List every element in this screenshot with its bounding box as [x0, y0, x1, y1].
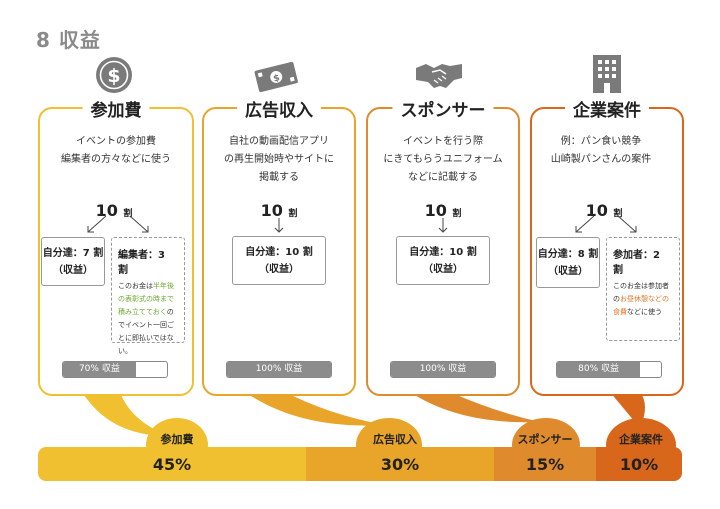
card-description: イベントの参加費 編集者の方々などに使う: [61, 136, 171, 165]
dollar-coin-icon: $: [94, 55, 134, 95]
svg-text:$: $: [107, 65, 120, 87]
summary-segment-sponsor: 15%: [494, 447, 596, 481]
participant-share-box: 参加者：2 割 このお金は参加者のお昼休憩などの食費などに使う: [606, 237, 680, 341]
self-share-box: 自分達：10 割（収益）: [232, 236, 326, 285]
summary-segment-ads: 30%: [306, 447, 494, 481]
money-bill-icon: $: [252, 58, 300, 94]
card-description: イベントを行う際 にきてもらうユニフォーム などに記載する: [383, 136, 503, 183]
tail-ads: [245, 392, 385, 426]
progress-fill: 100% 収益: [227, 362, 331, 377]
building-icon: [590, 53, 624, 93]
split-arrows: [87, 215, 149, 233]
card-description: 例：パン食い競争 山崎製パンさんの案件: [550, 136, 652, 165]
ten-parts-label: 10 割: [95, 201, 133, 220]
summary-label: 企業案件: [619, 433, 663, 446]
summary-label: 広告収入: [373, 433, 417, 446]
card-description: 自社の動画配信アプリ の再生開始時やサイトに 掲載する: [224, 136, 334, 183]
card-title: 企業案件: [565, 96, 649, 121]
card-title: 広告収入: [237, 96, 321, 121]
ten-parts-label: 10 割: [260, 201, 298, 220]
ten-parts-label: 10 割: [585, 201, 623, 220]
tail-sponsor: [410, 392, 540, 423]
down-arrow: [274, 218, 284, 233]
summary-segment-participation: 45%: [38, 447, 306, 481]
down-arrow: [438, 218, 448, 233]
card-title: スポンサー: [392, 96, 494, 121]
summary-segment-corporate: 10%: [596, 447, 682, 481]
self-share-box: 自分達：7 割（収益）: [41, 237, 105, 286]
progress-fill: 80% 収益: [557, 362, 641, 377]
card-ads: [202, 107, 356, 396]
revenue-progress-bar: 100% 収益: [390, 361, 496, 378]
self-share-box: 自分達：8 割（収益）: [536, 237, 600, 288]
svg-text:$: $: [272, 73, 280, 84]
summary-label: スポンサー: [517, 433, 573, 446]
revenue-progress-bar: 70% 収益: [62, 361, 168, 378]
tail-participation: [82, 392, 168, 436]
summary-label: 参加費: [160, 433, 194, 446]
handshake-icon: [414, 58, 464, 92]
editor-share-box: 編集者：3 割 このお金は半年後の表彰式の時まで積み立てておくのでイベント一回ご…: [111, 237, 185, 355]
self-share-box: 自分達：10 割（収益）: [396, 236, 490, 285]
card-title: 参加費: [82, 96, 150, 121]
split-arrows: [575, 215, 637, 233]
progress-fill: 70% 収益: [63, 362, 136, 377]
progress-fill: 100% 収益: [391, 362, 495, 377]
page-title: 8 収益: [36, 28, 101, 52]
revenue-progress-bar: 80% 収益: [556, 361, 662, 378]
ten-parts-label: 10 割: [424, 201, 462, 220]
revenue-progress-bar: 100% 収益: [226, 361, 332, 378]
